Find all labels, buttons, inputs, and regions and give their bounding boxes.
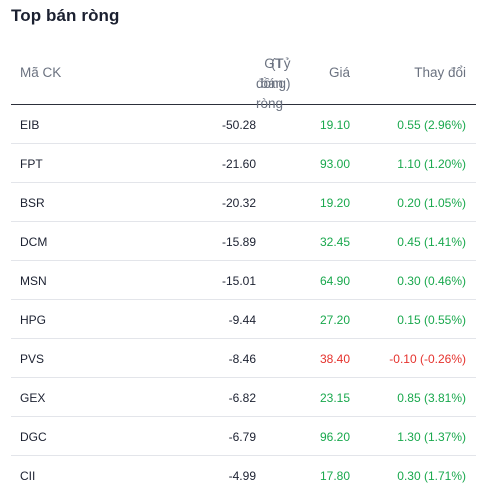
- table-row[interactable]: HPG -9.44 27.20 0.15 (0.55%): [11, 300, 476, 339]
- ticker-code[interactable]: CII: [20, 469, 36, 483]
- ticker-code[interactable]: DCM: [20, 235, 48, 249]
- change-value: -0.10 (-0.26%): [389, 352, 466, 366]
- change-value: 0.55 (2.96%): [397, 118, 466, 132]
- net-sell-value: -21.60: [221, 157, 256, 171]
- column-header-net-sell-value-line2: (Tỷ đồng): [256, 56, 291, 91]
- widget-title: Top bán ròng: [11, 6, 120, 25]
- net-sell-value: -6.79: [228, 430, 256, 444]
- price-value: 96.20: [319, 430, 350, 444]
- table-row[interactable]: CII -4.99 17.80 0.30 (1.71%): [11, 456, 476, 494]
- change-value: 0.45 (1.41%): [397, 235, 466, 249]
- table-row[interactable]: FPT -21.60 93.00 1.10 (1.20%): [11, 144, 476, 183]
- table-row[interactable]: DCM -15.89 32.45 0.45 (1.41%): [11, 222, 476, 261]
- ticker-code[interactable]: MSN: [20, 274, 47, 288]
- net-sell-value: -15.01: [221, 274, 256, 288]
- price-value: 19.20: [319, 196, 350, 210]
- table-row[interactable]: BSR -20.32 19.20 0.20 (1.05%): [11, 183, 476, 222]
- change-value: 0.30 (0.46%): [397, 274, 466, 288]
- price-value: 27.20: [319, 313, 350, 327]
- column-header-price[interactable]: Giá: [328, 65, 350, 80]
- table-row[interactable]: GEX -6.82 23.15 0.85 (3.81%): [11, 378, 476, 417]
- change-value: 1.30 (1.37%): [397, 430, 466, 444]
- change-value: 0.15 (0.55%): [397, 313, 466, 327]
- ticker-code[interactable]: GEX: [20, 391, 46, 405]
- table-row[interactable]: DGC -6.79 96.20 1.30 (1.37%): [11, 417, 476, 456]
- net-sell-value: -8.46: [228, 352, 256, 366]
- table-row[interactable]: MSN -15.01 64.90 0.30 (0.46%): [11, 261, 476, 300]
- ticker-code[interactable]: BSR: [20, 196, 45, 210]
- price-value: 38.40: [319, 352, 350, 366]
- column-header-code[interactable]: Mã CK: [20, 65, 62, 80]
- net-sell-value: -9.44: [228, 313, 256, 327]
- change-value: 1.10 (1.20%): [397, 157, 466, 171]
- net-sell-table: Mã CK GT bán ròng (Tỷ đồng) Giá Thay đổi…: [11, 48, 476, 494]
- table-row[interactable]: EIB -50.28 19.10 0.55 (2.96%): [11, 105, 476, 144]
- net-sell-value: -4.99: [228, 469, 256, 483]
- price-value: 17.80: [319, 469, 350, 483]
- ticker-code[interactable]: DGC: [20, 430, 47, 444]
- net-sell-value: -50.28: [221, 118, 256, 132]
- ticker-code[interactable]: EIB: [20, 118, 40, 132]
- column-header-net-sell-value-line1: GT bán ròng: [256, 56, 284, 111]
- change-value: 0.30 (1.71%): [397, 469, 466, 483]
- table-row[interactable]: PVS -8.46 38.40 -0.10 (-0.26%): [11, 339, 476, 378]
- price-value: 32.45: [319, 235, 350, 249]
- price-value: 93.00: [319, 157, 350, 171]
- change-value: 0.20 (1.05%): [397, 196, 466, 210]
- net-sell-value: -15.89: [221, 235, 256, 249]
- change-value: 0.85 (3.81%): [397, 391, 466, 405]
- price-value: 64.90: [319, 274, 350, 288]
- ticker-code[interactable]: PVS: [20, 352, 45, 366]
- ticker-code[interactable]: HPG: [20, 313, 47, 327]
- net-sell-value: -20.32: [221, 196, 256, 210]
- price-value: 23.15: [319, 391, 350, 405]
- net-sell-value: -6.82: [228, 391, 256, 405]
- table-header: Mã CK GT bán ròng (Tỷ đồng) Giá Thay đổi: [11, 48, 476, 111]
- price-value: 19.10: [319, 118, 350, 132]
- ticker-code[interactable]: FPT: [20, 157, 43, 171]
- column-header-change[interactable]: Thay đổi: [414, 65, 466, 80]
